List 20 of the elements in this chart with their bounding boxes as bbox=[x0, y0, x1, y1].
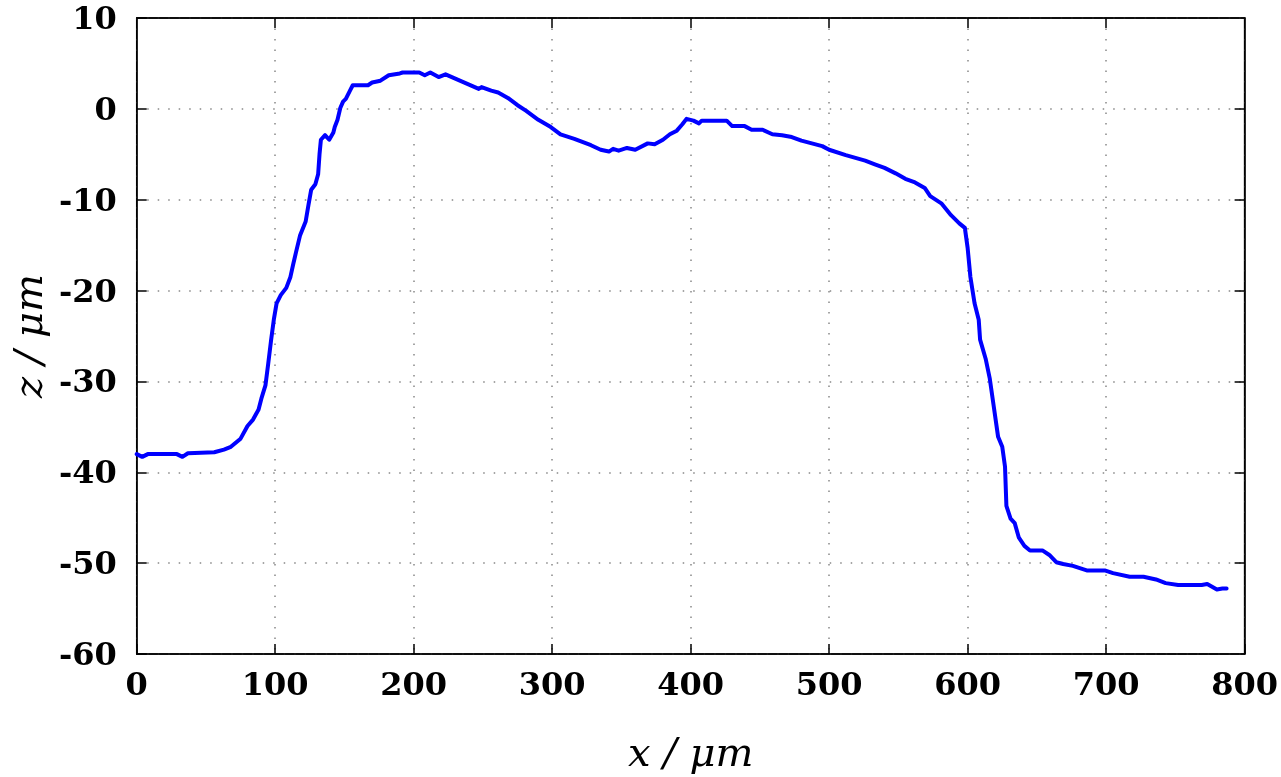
x-tick-label: 200 bbox=[380, 665, 448, 703]
x-tick-label: 700 bbox=[1072, 665, 1140, 703]
line-series bbox=[134, 70, 1229, 592]
x-tick-label: 0 bbox=[125, 665, 148, 703]
y-tick-label: -60 bbox=[58, 635, 117, 673]
y-tick-label: -50 bbox=[58, 544, 117, 583]
y-tick-label: -40 bbox=[58, 453, 117, 492]
y-tick-label: 0 bbox=[94, 89, 117, 128]
y-tick-label: 10 bbox=[72, 0, 117, 37]
x-tick-label: 600 bbox=[934, 665, 1002, 703]
x-tick-label: 400 bbox=[657, 665, 725, 703]
y-tick-label: -30 bbox=[58, 362, 117, 401]
x-tick-label: 500 bbox=[795, 665, 863, 703]
x-tick-label: 300 bbox=[518, 665, 586, 703]
y-tick-label: -20 bbox=[58, 271, 117, 310]
x-tick-label: 800 bbox=[1211, 665, 1278, 703]
y-axis-title: z / μm bbox=[5, 274, 51, 399]
x-axis-title: x / μm bbox=[627, 729, 754, 775]
x-tick-label: 100 bbox=[241, 665, 309, 703]
y-tick-label: -10 bbox=[58, 180, 117, 219]
